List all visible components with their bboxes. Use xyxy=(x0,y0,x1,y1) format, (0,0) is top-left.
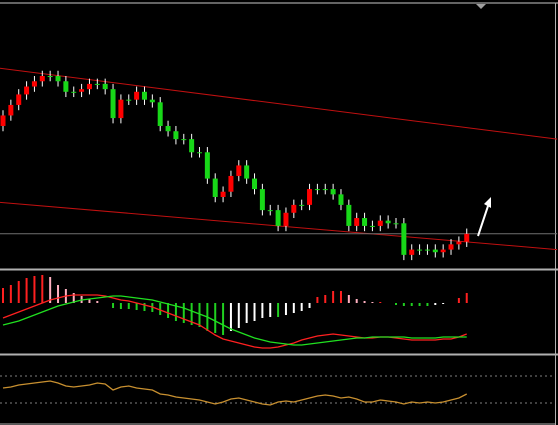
candle-body xyxy=(432,249,438,253)
candle-body xyxy=(338,194,344,205)
candle-body xyxy=(354,218,360,226)
candle-body xyxy=(283,212,289,226)
candle-body xyxy=(31,81,37,87)
candle-body xyxy=(71,91,77,93)
oscillator-line xyxy=(2,380,468,406)
candle-body xyxy=(346,204,352,226)
shift-marker xyxy=(476,4,486,9)
candle-body xyxy=(197,152,202,154)
arrow-head xyxy=(484,197,491,208)
candle-body xyxy=(401,223,407,255)
candle-body xyxy=(110,89,116,119)
candle-body xyxy=(47,76,53,78)
candle-body xyxy=(456,241,462,245)
candle-body xyxy=(314,189,320,191)
candle-body xyxy=(362,218,368,226)
candle-body xyxy=(102,83,108,90)
arrow-shaft xyxy=(477,205,489,237)
plot-layer xyxy=(0,67,558,406)
candle-body xyxy=(157,102,163,126)
candle-body xyxy=(126,99,132,101)
candle-body xyxy=(24,86,30,95)
candle-body xyxy=(173,131,179,140)
candle-body xyxy=(291,204,297,213)
candle-body xyxy=(16,94,22,105)
arrow xyxy=(477,197,491,237)
candle-body xyxy=(464,233,470,242)
candle-body xyxy=(275,210,281,226)
candle-body xyxy=(259,189,265,211)
candle-body xyxy=(189,139,195,153)
candle-body xyxy=(307,189,313,205)
candle-body xyxy=(0,115,6,126)
candle-body xyxy=(385,220,391,224)
candle-body xyxy=(393,223,399,225)
candle-body xyxy=(63,81,69,92)
candle-body xyxy=(118,99,124,119)
candle-body xyxy=(299,204,305,206)
candle-body xyxy=(377,220,383,226)
candle-body xyxy=(267,210,273,212)
candle-body xyxy=(79,89,85,92)
candle-body xyxy=(94,83,100,85)
candle-body xyxy=(8,104,14,116)
candle-body xyxy=(228,175,234,192)
candle-body xyxy=(440,249,446,253)
candle-body xyxy=(236,165,242,176)
candle-body xyxy=(330,189,336,195)
candle-body xyxy=(141,91,147,100)
candle-body xyxy=(244,165,250,179)
candle-body xyxy=(220,191,226,197)
candle-body xyxy=(322,189,328,191)
candle-body xyxy=(448,244,454,250)
candle-body xyxy=(204,152,210,179)
candle-body xyxy=(149,99,155,103)
candle-body xyxy=(165,125,171,132)
candle-body xyxy=(55,76,61,82)
indicator-line xyxy=(2,295,467,346)
candle-body xyxy=(252,178,258,190)
candle-body xyxy=(409,249,415,255)
candle-body xyxy=(39,76,45,82)
candle-body xyxy=(369,225,375,227)
trend-line xyxy=(0,67,558,140)
candle-body xyxy=(86,83,92,90)
candle-body xyxy=(212,178,218,197)
candle-body xyxy=(134,91,140,100)
candle-body xyxy=(181,139,187,141)
candle-body xyxy=(424,249,430,251)
candle-body xyxy=(417,249,423,251)
